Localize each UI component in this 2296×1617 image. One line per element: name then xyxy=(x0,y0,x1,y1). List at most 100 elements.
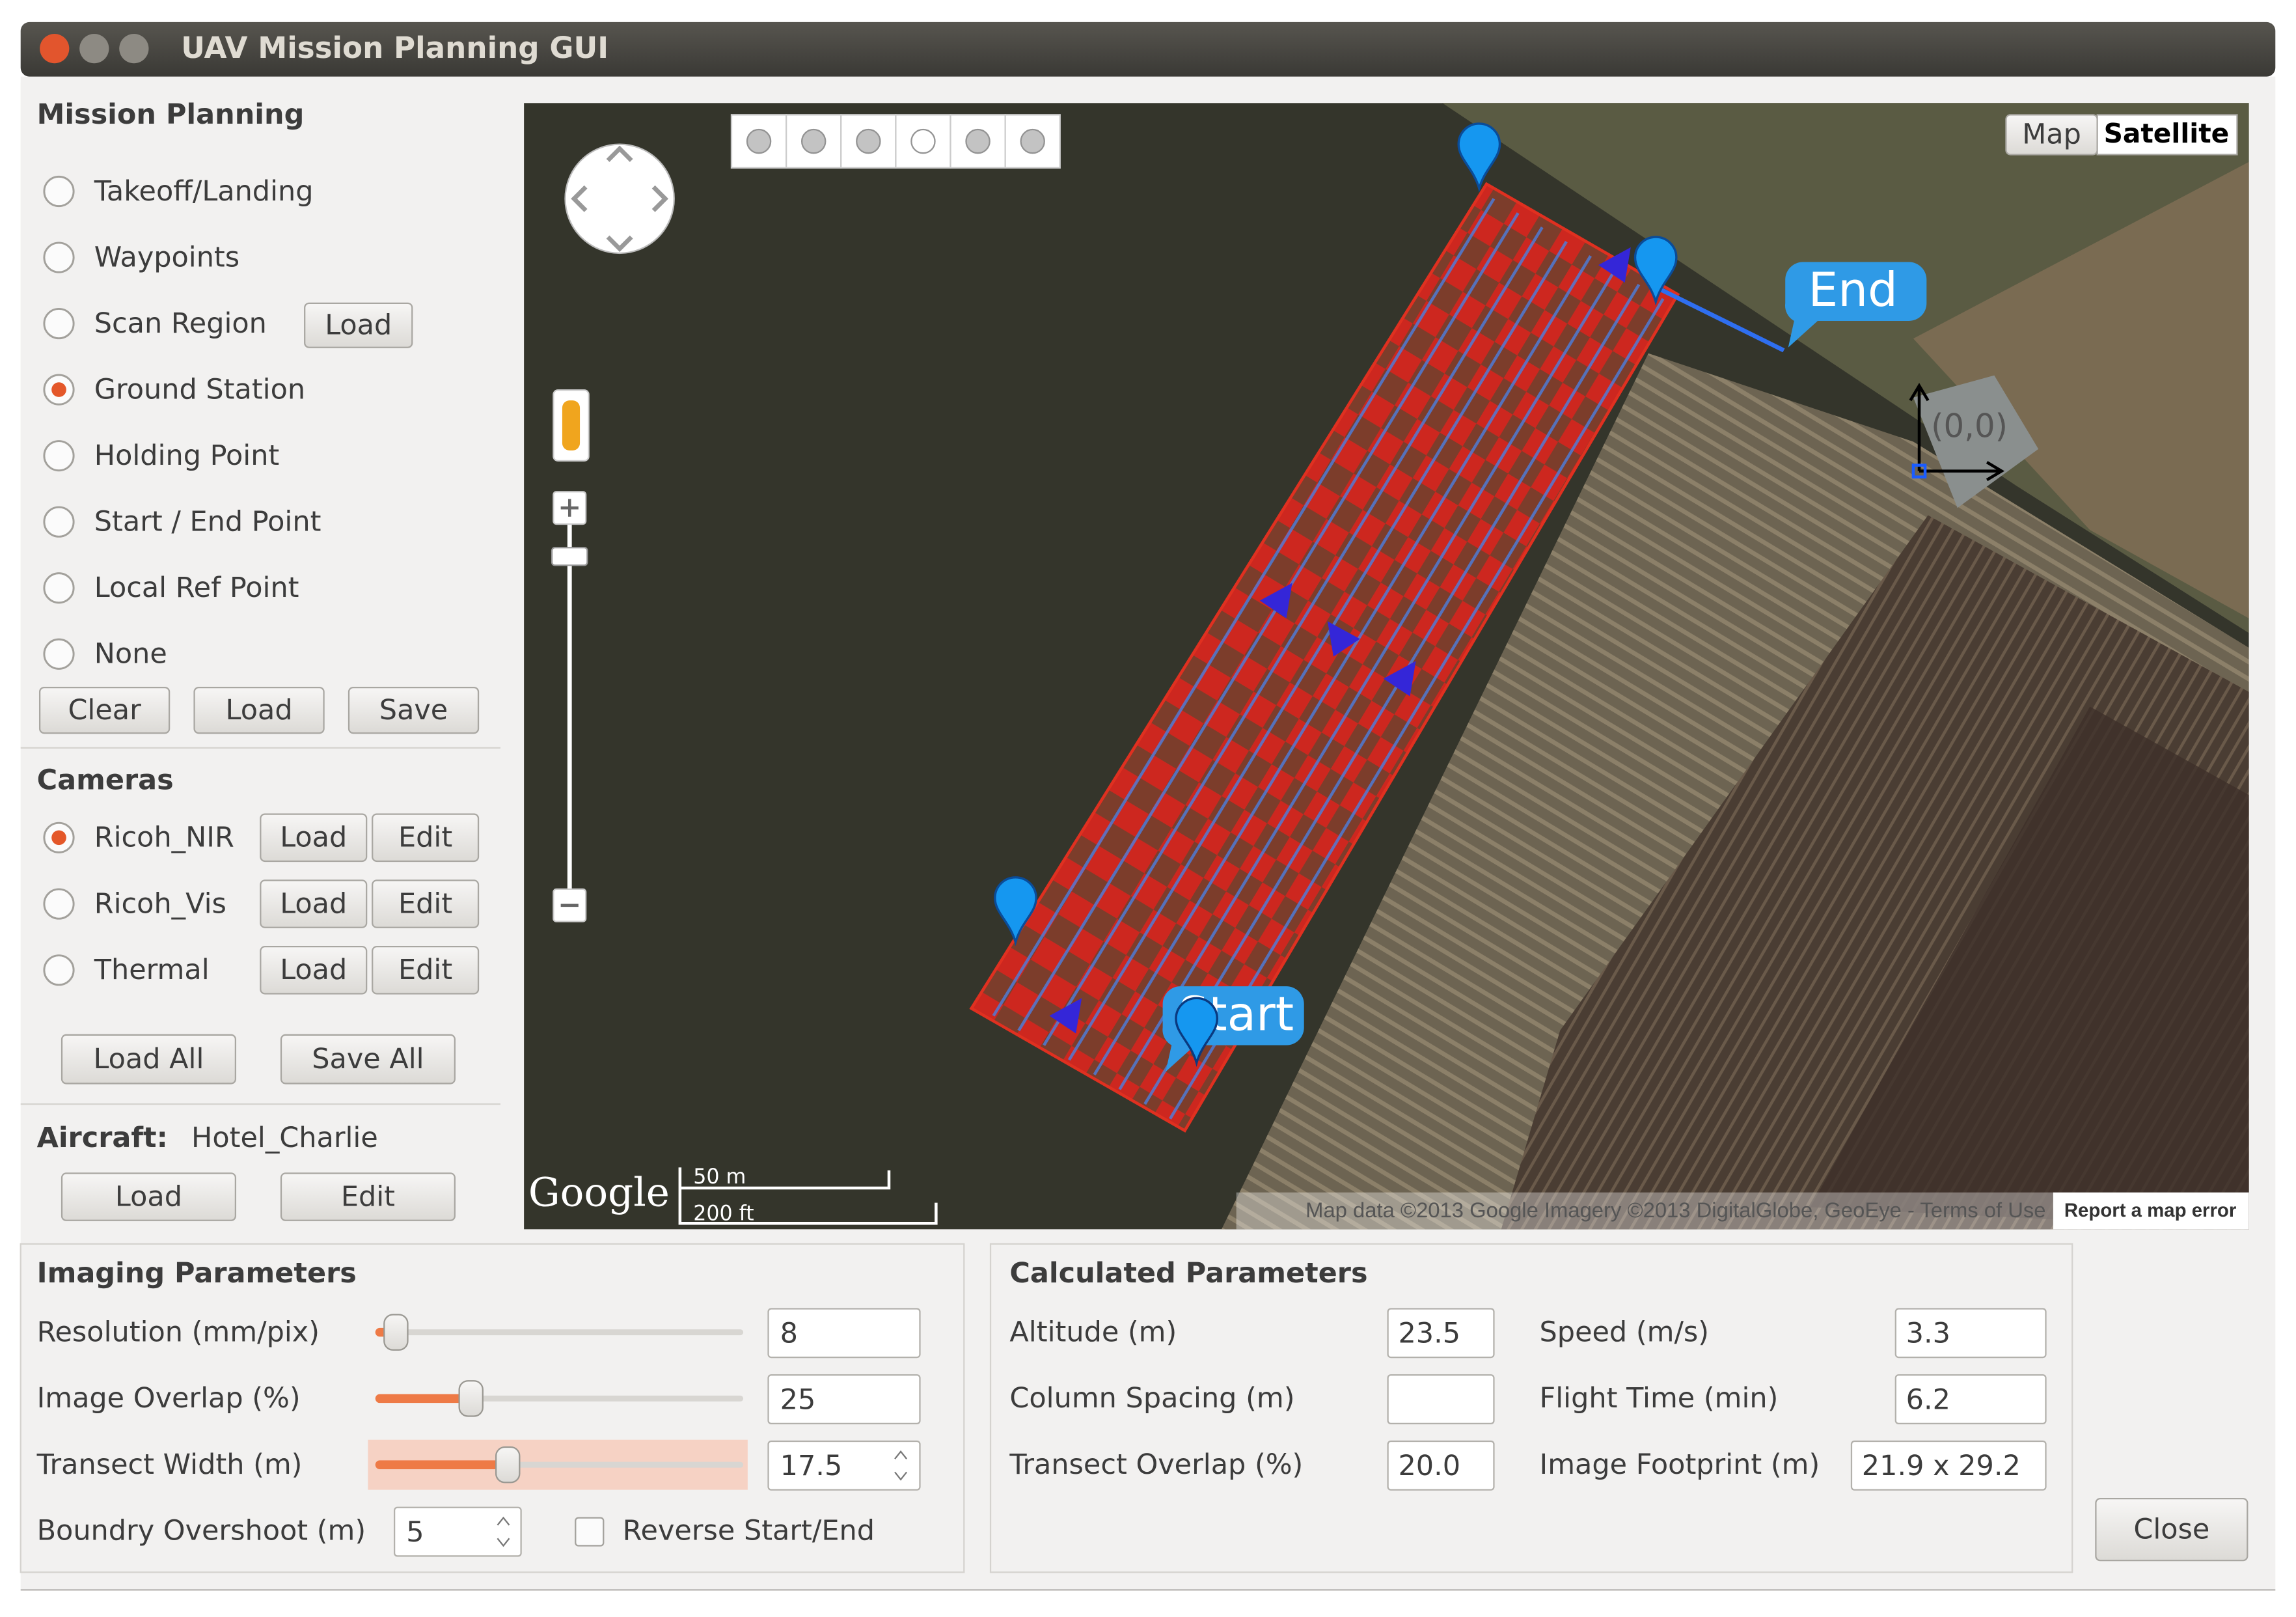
field-label: Flight Time (min) xyxy=(1540,1382,1779,1415)
title-bar xyxy=(20,21,2276,77)
drawing-tool[interactable] xyxy=(895,114,951,169)
load-button-label: Load xyxy=(115,1180,182,1213)
button[interactable] xyxy=(193,686,325,734)
edit-button[interactable] xyxy=(280,1172,456,1221)
text-field[interactable] xyxy=(767,1374,921,1424)
flight-path xyxy=(1143,283,1641,1105)
button[interactable] xyxy=(38,686,171,734)
field-label: Resolution (mm/pix) xyxy=(37,1316,320,1348)
load-button[interactable] xyxy=(260,879,368,928)
zoom-handle[interactable] xyxy=(551,547,588,566)
edit-button-label: Edit xyxy=(398,954,452,986)
field-value: 5 xyxy=(406,1516,424,1549)
tool-icon xyxy=(856,128,881,154)
direction-arrow xyxy=(1259,583,1292,618)
readonly-field[interactable] xyxy=(1850,1440,2047,1491)
field-value: 8 xyxy=(780,1318,798,1350)
readonly-field[interactable] xyxy=(1387,1308,1495,1359)
radio-label: Ground Station xyxy=(94,373,305,406)
spin-arrows xyxy=(497,1516,510,1547)
section-title: Calculated Parameters xyxy=(1009,1257,1367,1290)
origin-label: (0,0) xyxy=(1931,408,2008,445)
radio-label: Local Ref Point xyxy=(94,572,299,604)
load-all-button[interactable] xyxy=(61,1034,237,1085)
field-label: Altitude (m) xyxy=(1009,1316,1177,1348)
field-value: 25 xyxy=(780,1383,816,1416)
load-button[interactable] xyxy=(304,302,413,348)
radio-button[interactable] xyxy=(43,572,75,604)
tool-icon xyxy=(910,128,936,154)
button[interactable] xyxy=(348,686,480,734)
window-title: UAV Mission Planning GUI xyxy=(181,31,608,65)
edit-button[interactable] xyxy=(372,879,480,928)
radio-button[interactable] xyxy=(43,242,75,273)
tool-icon xyxy=(1020,128,1045,154)
slider-handle[interactable] xyxy=(458,1380,484,1417)
tool-icon xyxy=(746,128,772,154)
radio-button[interactable] xyxy=(43,638,75,670)
radio-label: Scan Region xyxy=(94,307,267,340)
readonly-field[interactable] xyxy=(1894,1308,2047,1359)
slider-handle[interactable] xyxy=(383,1314,409,1351)
pan-control[interactable] xyxy=(564,143,675,255)
field-label: Transect Width (m) xyxy=(36,1448,303,1481)
radio-button-dot xyxy=(51,382,66,397)
map-type-button-active[interactable] xyxy=(2096,114,2238,156)
field-value: 3.3 xyxy=(1906,1318,1950,1350)
flight-path xyxy=(1067,241,1568,1061)
slider-handle[interactable] xyxy=(495,1446,521,1484)
close-window-button[interactable] xyxy=(40,34,70,64)
map-logo: Google xyxy=(528,1169,670,1215)
edit-button[interactable] xyxy=(372,813,480,863)
checkbox[interactable] xyxy=(575,1517,605,1547)
text-field[interactable] xyxy=(767,1308,921,1359)
waypoint-marker[interactable] xyxy=(1457,122,1501,193)
field-label: Speed (m/s) xyxy=(1540,1316,1710,1348)
section-title: Cameras xyxy=(37,764,174,796)
building xyxy=(1913,375,2039,508)
panel xyxy=(20,82,500,748)
report-label: Report a map error xyxy=(2064,1200,2236,1221)
pegman xyxy=(562,400,581,451)
load-button[interactable] xyxy=(61,1172,237,1221)
radio-button[interactable] xyxy=(43,440,75,472)
report-link[interactable] xyxy=(2053,1192,2249,1230)
minimize-button[interactable] xyxy=(79,34,109,64)
flight-path xyxy=(1017,212,1520,1032)
radio-button[interactable] xyxy=(43,307,75,340)
end-label: End xyxy=(1808,263,1898,318)
load-button[interactable] xyxy=(260,945,368,995)
waypoint-marker[interactable] xyxy=(1633,236,1678,306)
spin-arrows xyxy=(894,1450,908,1481)
readonly-field[interactable] xyxy=(1387,1374,1495,1424)
radio-button[interactable] xyxy=(43,506,75,538)
spin-box[interactable] xyxy=(393,1506,522,1557)
load-button[interactable] xyxy=(260,813,368,863)
field xyxy=(1913,161,2249,618)
save-all-button[interactable] xyxy=(280,1034,456,1085)
button-label: Clear xyxy=(68,694,141,726)
close-button[interactable] xyxy=(2095,1498,2248,1562)
radio-button-dot xyxy=(51,830,66,846)
text-field[interactable] xyxy=(767,1440,921,1491)
readonly-field[interactable] xyxy=(1387,1440,1495,1491)
edit-button[interactable] xyxy=(372,945,480,995)
slider-fill xyxy=(375,1394,471,1403)
waypoint-marker[interactable] xyxy=(1175,997,1218,1067)
maximize-button[interactable] xyxy=(119,34,149,64)
radio-button[interactable] xyxy=(43,954,75,986)
load-button-label: Load xyxy=(280,822,347,854)
waypoint-marker[interactable] xyxy=(994,876,1037,947)
radio-button[interactable] xyxy=(43,888,75,920)
radio-button[interactable] xyxy=(43,175,75,208)
radio-label: Takeoff/Landing xyxy=(94,175,314,208)
radio-label: None xyxy=(94,638,167,670)
aircraft-label: Aircraft: xyxy=(37,1122,168,1154)
field-label: Image Footprint (m) xyxy=(1540,1448,1820,1481)
readonly-field[interactable] xyxy=(1894,1374,2047,1424)
edit-button-label: Edit xyxy=(341,1180,395,1213)
flight-path xyxy=(1093,255,1592,1076)
camera-name: Ricoh_NIR xyxy=(94,822,234,854)
